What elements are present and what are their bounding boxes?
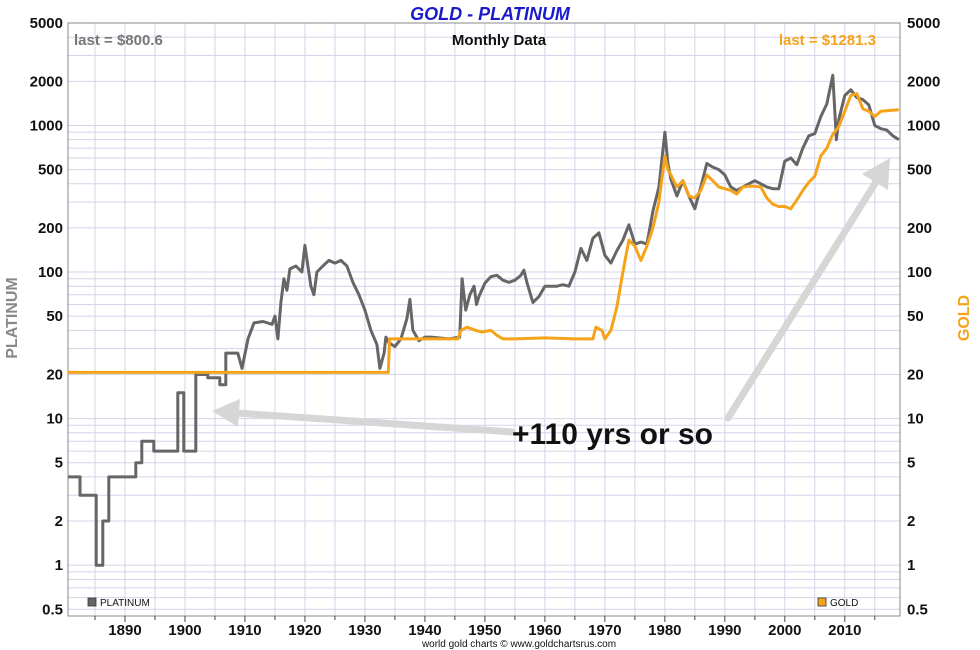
x-tick-label: 1950	[468, 622, 501, 639]
y-tick-label-right: 100	[907, 264, 932, 281]
y-tick-label-right: 500	[907, 162, 932, 179]
y-tick-label-right: 2	[907, 513, 915, 530]
y-tick-label-right: 10	[907, 411, 924, 428]
y-tick-label-right: 20	[907, 366, 924, 383]
x-tick-label: 1940	[408, 622, 441, 639]
chart-subtitle: Monthly Data	[452, 32, 547, 49]
y-tick-label-left: 2000	[30, 73, 63, 90]
y-axis-right: 0.5 1 2 5 10 20 50 100 200 500 1000 2000 5000	[907, 15, 940, 618]
y-tick-label-left: 5000	[30, 15, 63, 32]
y-tick-label-left: 1000	[30, 117, 63, 134]
x-tick-label: 1920	[288, 622, 321, 639]
y-tick-label-left: 200	[38, 220, 63, 237]
x-tick-label: 1890	[108, 622, 141, 639]
y-tick-label-right: 1	[907, 557, 915, 574]
x-tick-label: 1990	[708, 622, 741, 639]
y-tick-label-right: 2000	[907, 73, 940, 90]
x-tick-label: 1900	[168, 622, 201, 639]
legend-gold-swatch	[817, 597, 827, 607]
x-tick-label: 1930	[348, 622, 381, 639]
plot-area	[67, 22, 901, 617]
y-axis-left: 0.5 1 2 5 10 20 50 100 200 500 1000 2000 5000	[30, 15, 63, 618]
y-tick-label-left: 0.5	[42, 601, 63, 618]
y-tick-label-left: 500	[38, 162, 63, 179]
arrow-right-head	[862, 158, 890, 190]
legend-platinum-swatch	[87, 597, 97, 607]
series-lines	[68, 73, 900, 567]
grid-lines	[68, 22, 900, 616]
x-tick-label: 2010	[828, 622, 861, 639]
credit-text: world gold charts © www.goldchartsrus.co…	[421, 639, 616, 650]
x-tick-label: 1970	[588, 622, 621, 639]
x-tick-label: 1980	[648, 622, 681, 639]
legend-platinum-label: PLATINUM	[100, 598, 150, 609]
y-tick-label-left: 50	[46, 308, 63, 325]
y-tick-label-right: 5	[907, 455, 915, 472]
y-tick-label-right: 0.5	[907, 601, 928, 618]
x-tick-label: 2000	[768, 622, 801, 639]
y-tick-label-left: 10	[46, 411, 63, 428]
x-tick-label: 1910	[228, 622, 261, 639]
y-tick-label-left: 2	[55, 513, 63, 530]
y-tick-label-right: 200	[907, 220, 932, 237]
series-line-platinum	[68, 73, 900, 567]
annotation-arrows	[212, 158, 890, 436]
y-tick-label-left: 100	[38, 264, 63, 281]
last-gold-label: last = $1281.3	[779, 32, 876, 49]
series-line-gold	[68, 92, 899, 374]
legend-gold-label: GOLD	[830, 598, 858, 609]
arrow-right-shaft	[724, 178, 880, 422]
y-axis-right-label: GOLD	[956, 295, 973, 341]
legend-platinum: PLATINUM	[87, 597, 150, 609]
annotation-text: +110 yrs or so	[512, 418, 713, 451]
arrow-left-shaft	[232, 409, 516, 436]
y-tick-label-left: 20	[46, 366, 63, 383]
y-tick-label-right: 5000	[907, 15, 940, 32]
x-axis: 1890 1900 1910 1920 1930 1940 1950 1960 1970 1980…	[94, 616, 876, 639]
y-tick-label-left: 1	[55, 557, 63, 574]
y-tick-label-right: 1000	[907, 117, 940, 134]
chart-title: GOLD - PLATINUM	[410, 4, 571, 24]
last-platinum-label: last = $800.6	[74, 32, 163, 49]
x-tick-label: 1960	[528, 622, 561, 639]
y-tick-label-left: 5	[55, 455, 63, 472]
arrow-left-head	[212, 399, 240, 427]
legend-gold: GOLD	[817, 597, 858, 609]
y-axis-left-label: PLATINUM	[4, 277, 21, 358]
y-tick-label-right: 50	[907, 308, 924, 325]
